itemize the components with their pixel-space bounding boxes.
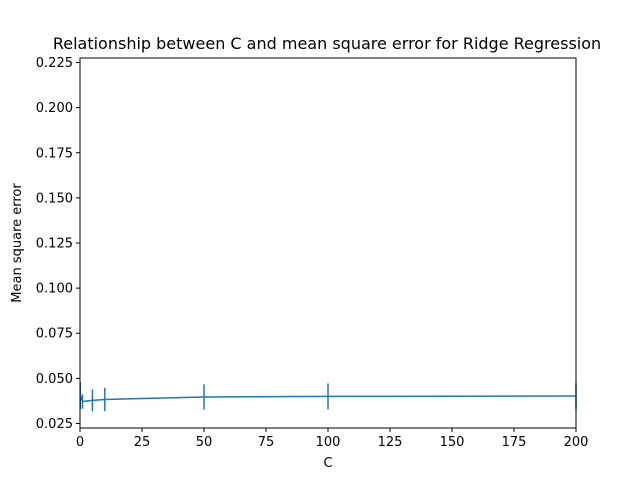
x-tick-label: 175 — [502, 435, 527, 450]
chart-title: Relationship between C and mean square e… — [53, 34, 601, 53]
y-tick-label: 0.200 — [36, 101, 73, 116]
y-tick-label: 0.025 — [36, 417, 73, 432]
x-axis-label: C — [323, 456, 332, 471]
y-tick-label: 0.175 — [36, 146, 73, 161]
x-tick-label: 25 — [134, 435, 151, 450]
y-tick-label: 0.150 — [36, 191, 73, 206]
x-tick-label: 100 — [316, 435, 341, 450]
y-axis-label: Mean square error — [10, 183, 25, 303]
x-tick-label: 75 — [258, 435, 275, 450]
y-tick-label: 0.050 — [36, 372, 73, 387]
plot-area — [79, 381, 577, 412]
x-tick-label: 0 — [76, 435, 84, 450]
y-tick-label: 0.075 — [36, 327, 73, 342]
y-tick-label: 0.125 — [36, 237, 73, 252]
x-tick-label: 125 — [378, 435, 403, 450]
axes-frame — [79, 57, 577, 429]
x-tick-label: 150 — [440, 435, 465, 450]
y-tick-label: 0.100 — [36, 282, 73, 297]
x-tick-label: 200 — [564, 435, 589, 450]
y-tick-label: 0.225 — [36, 56, 73, 71]
x-tick-label: 50 — [196, 435, 213, 450]
axis-ticks: 0 25 50 75 100 125 150 175 200 0.025 0.050 0.075 0.1… — [36, 56, 589, 450]
